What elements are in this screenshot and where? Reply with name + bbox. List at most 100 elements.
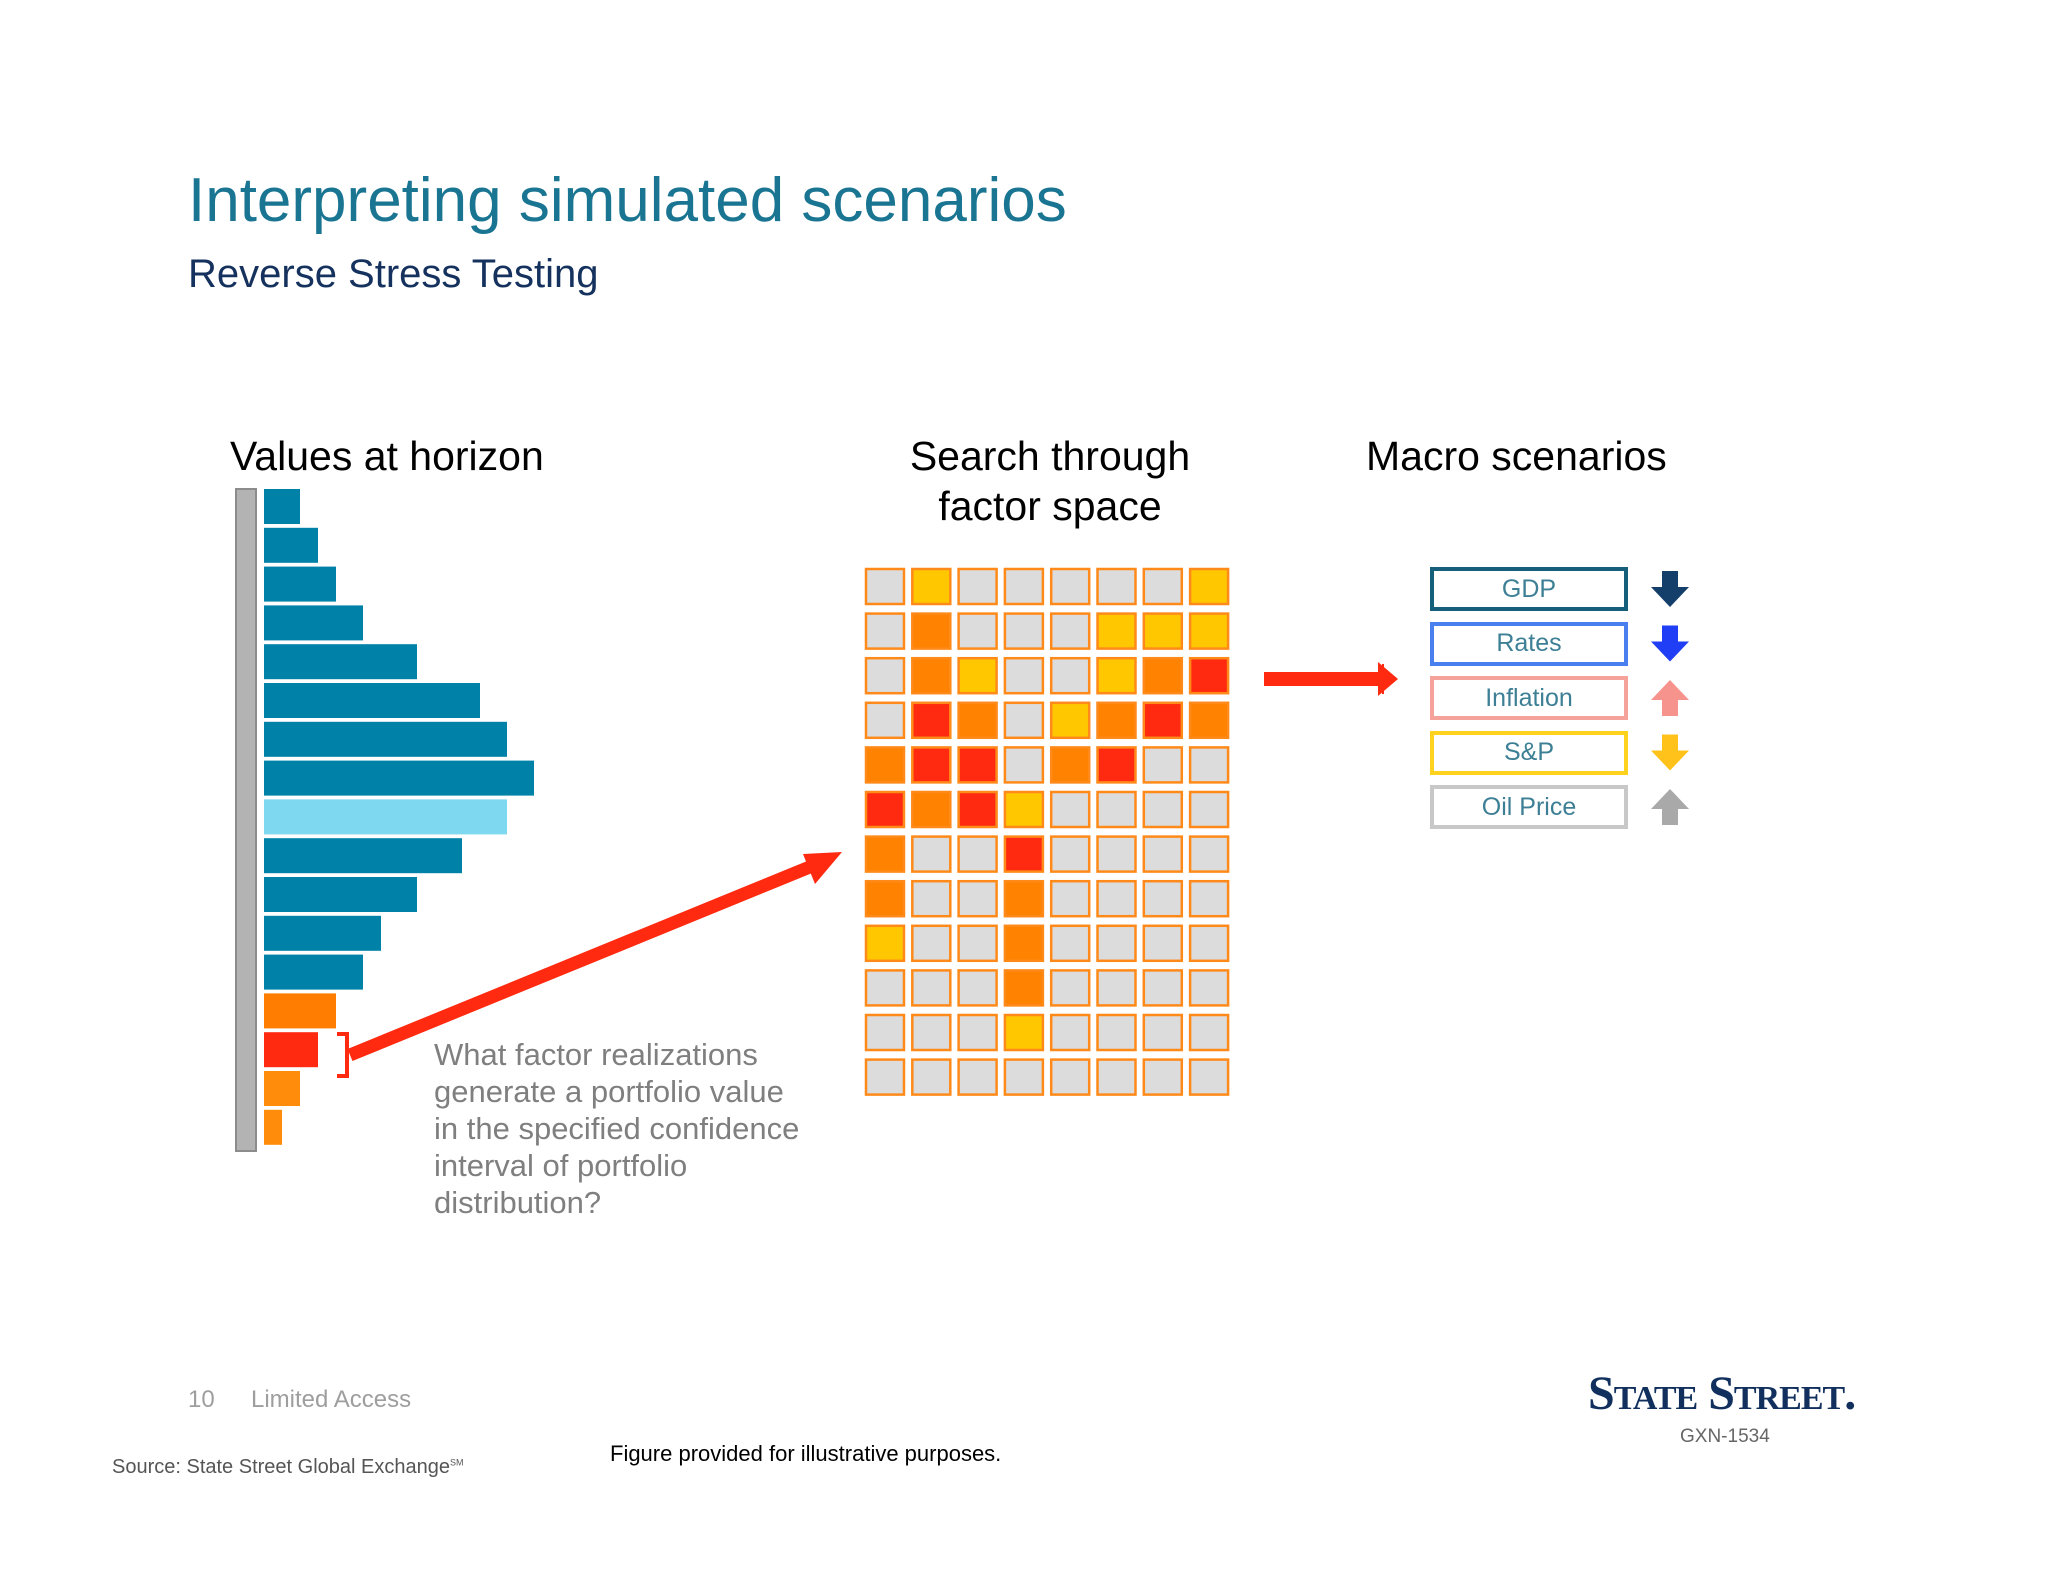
page-number: 10 bbox=[188, 1386, 215, 1413]
factor-cell bbox=[1188, 612, 1230, 650]
grid-to-macro-arrow-line bbox=[1264, 672, 1382, 686]
factor-cell bbox=[1003, 567, 1045, 606]
factor-cell bbox=[1049, 835, 1091, 873]
factor-cell bbox=[1188, 879, 1230, 918]
source-note: Source: State Street Global ExchangeSM bbox=[112, 1456, 463, 1479]
factor-cell bbox=[864, 567, 906, 606]
grid-to-macro-arrow-head bbox=[1378, 662, 1398, 696]
histogram-bar bbox=[264, 605, 363, 641]
factor-cell bbox=[911, 701, 952, 740]
factor-cell bbox=[864, 1058, 906, 1096]
factor-cell bbox=[957, 746, 998, 784]
arrow-up-icon bbox=[1651, 680, 1689, 716]
factor-grid-title: Search through factor space bbox=[880, 431, 1220, 531]
factor-cell bbox=[1096, 612, 1137, 650]
factor-cell bbox=[1096, 656, 1137, 695]
histogram-bar bbox=[264, 915, 381, 951]
factor-cell bbox=[1003, 656, 1045, 695]
slide-subtitle: Reverse Stress Testing bbox=[188, 252, 599, 296]
macro-item-oil-price: Oil Price bbox=[1430, 785, 1628, 829]
factor-cell bbox=[1142, 1058, 1184, 1096]
arrow-down-icon bbox=[1651, 571, 1689, 607]
macro-item-s-p: S&P bbox=[1430, 730, 1628, 775]
factor-cell bbox=[1096, 835, 1137, 873]
factor-cell bbox=[957, 701, 998, 740]
factor-cell bbox=[1142, 790, 1184, 829]
factor-cell bbox=[864, 924, 906, 963]
source-text: Source: State Street Global Exchange bbox=[112, 1456, 450, 1478]
factor-cell bbox=[1003, 1013, 1045, 1052]
factor-cell bbox=[911, 656, 952, 695]
factor-cell bbox=[957, 879, 998, 918]
factor-cell bbox=[911, 969, 952, 1007]
factor-cell bbox=[1096, 567, 1137, 606]
histogram-bar bbox=[264, 993, 336, 1029]
arrow-up-icon bbox=[1651, 789, 1689, 825]
histogram-bar bbox=[264, 683, 480, 718]
factor-cell bbox=[1188, 1013, 1230, 1052]
factor-cell bbox=[911, 1058, 952, 1096]
macro-arrows bbox=[1651, 571, 1689, 825]
factor-cell bbox=[1049, 567, 1091, 606]
factor-cell bbox=[864, 879, 906, 918]
factor-cell bbox=[1096, 1058, 1137, 1096]
factor-cell bbox=[957, 790, 998, 829]
factor-cell bbox=[1142, 701, 1184, 740]
factor-cell bbox=[1096, 1013, 1137, 1052]
factor-cell bbox=[911, 746, 952, 784]
factor-cell bbox=[1049, 924, 1091, 963]
document-code: GXN-1534 bbox=[1680, 1426, 1770, 1447]
service-mark: SM bbox=[449, 1457, 464, 1468]
factor-cell bbox=[1188, 790, 1230, 829]
factor-cell bbox=[1049, 1058, 1091, 1096]
histogram-bars bbox=[264, 489, 534, 1145]
factor-cell bbox=[1049, 746, 1091, 784]
macro-item-rates: Rates bbox=[1430, 621, 1628, 666]
factor-cell bbox=[1049, 879, 1091, 918]
factor-cell bbox=[1188, 701, 1230, 740]
factor-grid-title-line2: factor space bbox=[938, 483, 1162, 529]
factor-cell bbox=[1003, 924, 1045, 963]
factor-cell bbox=[1188, 656, 1230, 695]
factor-cell bbox=[1003, 969, 1045, 1007]
question-line: in the specified confidence bbox=[434, 1111, 800, 1146]
histogram-bar bbox=[264, 799, 507, 835]
factor-cell bbox=[957, 924, 998, 963]
factor-cell bbox=[1003, 1058, 1045, 1096]
factor-cell bbox=[911, 1013, 952, 1052]
factor-cell bbox=[864, 969, 906, 1007]
factor-cell bbox=[1142, 567, 1184, 606]
factor-cell bbox=[957, 567, 998, 606]
factor-cell bbox=[1188, 924, 1230, 963]
factor-cell bbox=[864, 612, 906, 650]
factor-cell bbox=[1142, 835, 1184, 873]
factor-cell bbox=[957, 969, 998, 1007]
factor-cell bbox=[1188, 1058, 1230, 1096]
factor-cell bbox=[911, 567, 952, 606]
factor-cell bbox=[1049, 790, 1091, 829]
arrow-down-icon bbox=[1651, 625, 1689, 662]
histogram-bar bbox=[264, 954, 363, 990]
factor-cell bbox=[1003, 790, 1045, 829]
factor-cell bbox=[957, 1058, 998, 1096]
factor-cell bbox=[957, 1013, 998, 1052]
factor-cell bbox=[1188, 835, 1230, 873]
factor-cell bbox=[864, 701, 906, 740]
histogram-axis bbox=[235, 488, 257, 1152]
factor-cell bbox=[957, 835, 998, 873]
factor-cell bbox=[864, 835, 906, 873]
factor-cell bbox=[1049, 1013, 1091, 1052]
factor-cell bbox=[1096, 924, 1137, 963]
histogram-title: Values at horizon bbox=[230, 433, 544, 479]
factor-cell bbox=[1096, 969, 1137, 1007]
factor-cell bbox=[1049, 701, 1091, 740]
access-label: Limited Access bbox=[251, 1386, 412, 1413]
factor-cell bbox=[1142, 1013, 1184, 1052]
question-line: What factor realizations bbox=[434, 1037, 758, 1072]
factor-cell bbox=[1003, 879, 1045, 918]
factor-cell bbox=[1096, 879, 1137, 918]
figure-note: Figure provided for illustrative purpose… bbox=[610, 1441, 1002, 1466]
factor-cell bbox=[957, 656, 998, 695]
factor-cell bbox=[911, 835, 952, 873]
